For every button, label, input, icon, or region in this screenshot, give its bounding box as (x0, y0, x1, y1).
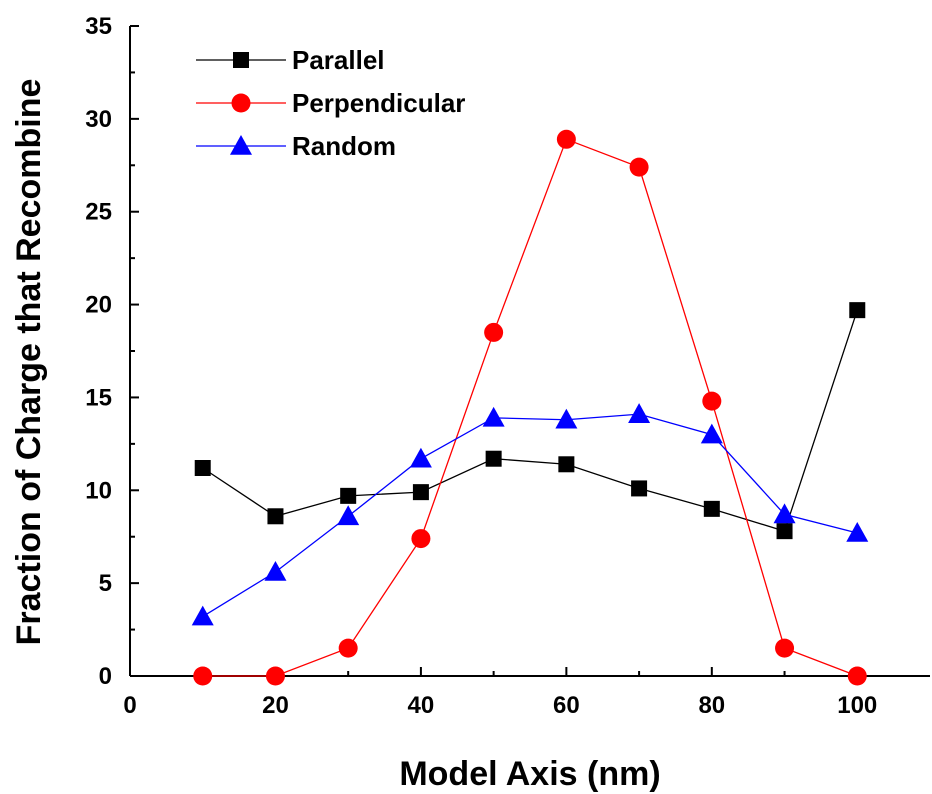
legend-item: Perpendicular (196, 88, 465, 118)
data-point (775, 638, 795, 658)
legend-marker (233, 52, 249, 68)
y-tick-label: 30 (85, 106, 112, 133)
y-tick-label: 35 (85, 13, 112, 40)
legend-label: Random (292, 131, 396, 161)
data-point (482, 406, 505, 427)
y-tick-label: 0 (99, 663, 112, 690)
data-point (194, 460, 211, 476)
series-line (202, 413, 858, 618)
x-tick-label: 60 (553, 692, 580, 719)
legend-item: Parallel (196, 45, 385, 75)
data-point (485, 450, 502, 467)
data-point (555, 408, 578, 429)
data-point (703, 500, 720, 517)
legend-marker (230, 135, 252, 155)
series-line (202, 309, 858, 532)
data-point (267, 508, 284, 525)
series-perpendicular (193, 129, 867, 686)
data-point (558, 456, 575, 473)
data-point (776, 523, 793, 540)
legend-item: Random (196, 131, 396, 161)
x-tick-label: 80 (698, 692, 725, 719)
data-point (340, 487, 357, 504)
legend: Parallel Perpendicular Random (196, 45, 465, 161)
data-point (412, 484, 429, 501)
data-point (409, 447, 432, 468)
data-point (628, 403, 651, 423)
data-point (847, 666, 867, 686)
data-point (193, 666, 213, 686)
legend-label: Perpendicular (292, 88, 465, 118)
data-point (264, 561, 287, 581)
data-point (411, 529, 431, 549)
y-axis-title: Fraction of Charge that Recombine (10, 79, 48, 646)
data-point (265, 666, 285, 686)
series-parallel (194, 302, 866, 540)
y-axis-ticks: 0 5 10 15 20 25 30 35 (85, 13, 139, 690)
series-random (191, 403, 869, 626)
y-tick-label: 10 (85, 477, 112, 504)
data-point (702, 391, 722, 411)
x-tick-label: 20 (262, 692, 289, 719)
y-tick-label: 25 (85, 199, 112, 226)
data-point (484, 322, 504, 342)
data-point (556, 129, 576, 149)
series-line (202, 138, 858, 677)
x-axis-ticks: 0 20 40 60 80 100 (123, 667, 877, 719)
y-tick-label: 15 (85, 384, 112, 411)
x-tick-label: 40 (408, 692, 435, 719)
y-tick-label: 20 (85, 292, 112, 319)
data-point (773, 503, 796, 524)
legend-label: Parallel (292, 45, 385, 75)
data-point (849, 302, 866, 319)
data-point (629, 157, 649, 177)
series-layer (191, 129, 869, 686)
data-point (846, 522, 869, 542)
data-point (631, 480, 648, 497)
data-point (700, 423, 723, 444)
legend-marker (231, 93, 251, 113)
x-tick-label: 0 (123, 692, 136, 719)
x-tick-label: 100 (837, 692, 877, 719)
data-point (191, 605, 214, 626)
x-axis-title: Model Axis (nm) (399, 755, 660, 793)
data-point (337, 505, 360, 526)
y-tick-label: 5 (99, 570, 112, 597)
data-point (338, 638, 358, 658)
